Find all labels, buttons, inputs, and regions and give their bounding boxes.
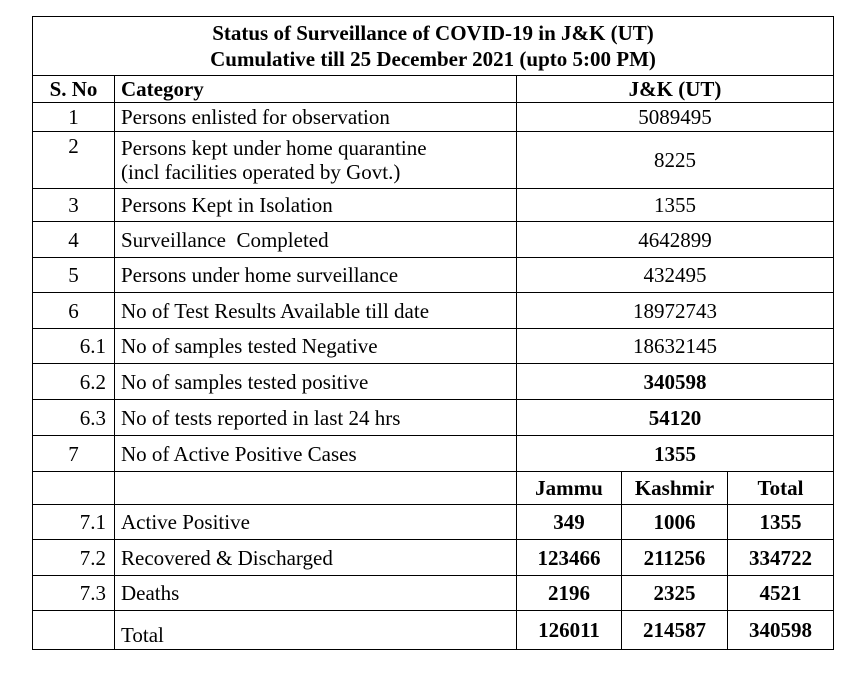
sub-header-jammu: Jammu: [516, 471, 622, 505]
surveillance-table: Status of Surveillance of COVID-19 in J&…: [32, 16, 834, 650]
table-row: 4 Surveillance Completed 4642899: [32, 221, 834, 258]
table-row: 7.1 Active Positive 349 1006 1355: [32, 504, 834, 540]
row-category-line-2: (incl facilities operated by Govt.): [121, 160, 401, 184]
sub-header-blank-sno: [32, 471, 115, 505]
table-row: 6.3 No of tests reported in last 24 hrs …: [32, 399, 834, 436]
table-row: 1 Persons enlisted for observation 50894…: [32, 102, 834, 132]
row-sno: 4: [32, 221, 115, 258]
total-total: 340598: [727, 610, 834, 650]
row-sno: 3: [32, 188, 115, 222]
total-label: Total: [114, 610, 517, 650]
total-row: Total 126011 214587 340598: [32, 610, 834, 650]
row-sno: 2: [32, 131, 115, 189]
table-row: 7 No of Active Positive Cases 1355: [32, 435, 834, 472]
table-row: 6.2 No of samples tested positive 340598: [32, 363, 834, 400]
header-sno: S. No: [32, 75, 115, 103]
row-value: 5089495: [516, 102, 834, 132]
row-category: Persons kept under home quarantine (incl…: [114, 131, 517, 189]
row-value: 18632145: [516, 328, 834, 364]
sub-header-blank-category: [114, 471, 517, 505]
table-row: 5 Persons under home surveillance 432495: [32, 257, 834, 293]
row-category: No of Active Positive Cases: [114, 435, 517, 472]
total-kashmir: 214587: [621, 610, 728, 650]
table-row: 2 Persons kept under home quarantine (in…: [32, 131, 834, 189]
row-category: Persons enlisted for observation: [114, 102, 517, 132]
row-jammu: 123466: [516, 539, 622, 576]
row-kashmir: 1006: [621, 504, 728, 540]
row-value: 1355: [516, 435, 834, 472]
row-total: 334722: [727, 539, 834, 576]
row-kashmir: 211256: [621, 539, 728, 576]
header-row: S. No Category J&K (UT): [32, 75, 834, 103]
row-sno: 6.3: [32, 399, 115, 436]
row-sno: 6.2: [32, 363, 115, 400]
row-value: 8225: [516, 131, 834, 189]
row-total: 4521: [727, 575, 834, 611]
row-jammu: 349: [516, 504, 622, 540]
table-row: 3 Persons Kept in Isolation 1355: [32, 188, 834, 222]
total-jammu: 126011: [516, 610, 622, 650]
title-row: Status of Surveillance of COVID-19 in J&…: [32, 16, 834, 76]
row-sno: 6: [32, 292, 115, 329]
row-sno: 7.3: [32, 575, 115, 611]
row-category: Surveillance Completed: [114, 221, 517, 258]
row-sno: 7.2: [32, 539, 115, 576]
row-sno: 7.1: [32, 504, 115, 540]
table-row: 6 No of Test Results Available till date…: [32, 292, 834, 329]
header-category: Category: [114, 75, 517, 103]
row-sno: 1: [32, 102, 115, 132]
row-category: Active Positive: [114, 504, 517, 540]
row-jammu: 2196: [516, 575, 622, 611]
row-category: Persons under home surveillance: [114, 257, 517, 293]
table-row: 7.2 Recovered & Discharged 123466 211256…: [32, 539, 834, 576]
row-sno: 7: [32, 435, 115, 472]
header-region: J&K (UT): [516, 75, 834, 103]
row-category: Recovered & Discharged: [114, 539, 517, 576]
table-row: 6.1 No of samples tested Negative 186321…: [32, 328, 834, 364]
sub-header-total: Total: [727, 471, 834, 505]
row-category: No of samples tested Negative: [114, 328, 517, 364]
sub-header-kashmir: Kashmir: [621, 471, 728, 505]
title-line-2: Cumulative till 25 December 2021 (upto 5…: [210, 47, 656, 71]
row-category: No of samples tested positive: [114, 363, 517, 400]
row-category: No of Test Results Available till date: [114, 292, 517, 329]
row-category-line-1: Persons kept under home quarantine: [121, 136, 427, 160]
table-title: Status of Surveillance of COVID-19 in J&…: [32, 16, 834, 76]
row-category: No of tests reported in last 24 hrs: [114, 399, 517, 436]
row-value: 4642899: [516, 221, 834, 258]
row-category: Persons Kept in Isolation: [114, 188, 517, 222]
row-sno: 6.1: [32, 328, 115, 364]
table-row: 7.3 Deaths 2196 2325 4521: [32, 575, 834, 611]
row-value: 18972743: [516, 292, 834, 329]
row-value: 432495: [516, 257, 834, 293]
row-total: 1355: [727, 504, 834, 540]
row-value: 340598: [516, 363, 834, 400]
row-value: 54120: [516, 399, 834, 436]
sub-header-row: Jammu Kashmir Total: [32, 471, 834, 505]
surveillance-table-container: Status of Surveillance of COVID-19 in J&…: [32, 16, 834, 650]
title-line-1: Status of Surveillance of COVID-19 in J&…: [212, 21, 654, 45]
total-row-blank-sno: [32, 610, 115, 650]
row-category: Deaths: [114, 575, 517, 611]
row-value: 1355: [516, 188, 834, 222]
row-kashmir: 2325: [621, 575, 728, 611]
row-sno: 5: [32, 257, 115, 293]
